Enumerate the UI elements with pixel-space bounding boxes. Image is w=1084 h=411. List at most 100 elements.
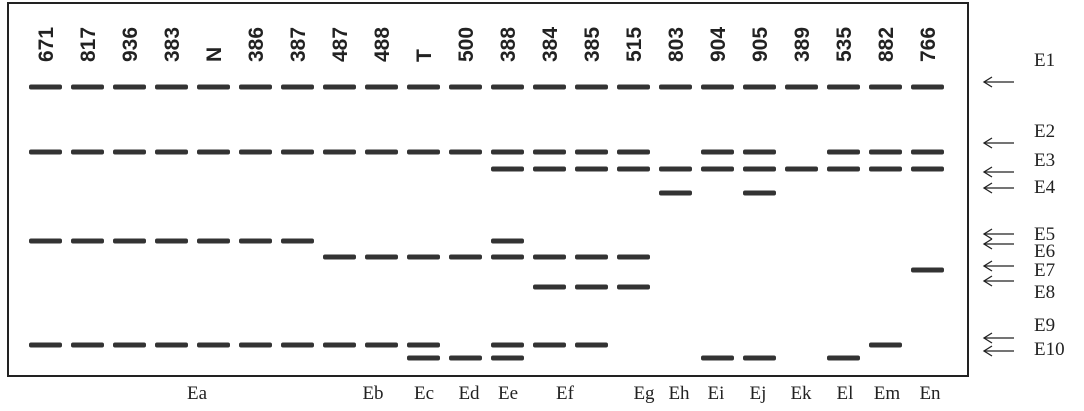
band xyxy=(407,85,440,90)
lane-label: 385 xyxy=(581,27,604,62)
band xyxy=(113,85,146,90)
band xyxy=(281,85,314,90)
band xyxy=(239,85,272,90)
band xyxy=(71,343,104,348)
band xyxy=(617,150,650,155)
group-label: Ej xyxy=(750,383,767,404)
band xyxy=(869,85,902,90)
band xyxy=(155,85,188,90)
band xyxy=(743,150,776,155)
band xyxy=(533,343,566,348)
band xyxy=(491,239,524,244)
band-label: E2 xyxy=(1034,121,1055,142)
band xyxy=(533,167,566,172)
band xyxy=(575,343,608,348)
band xyxy=(491,356,524,361)
group-label: Eh xyxy=(668,383,690,404)
band-label: E7 xyxy=(1034,260,1055,281)
band xyxy=(365,255,398,260)
lane-label: 936 xyxy=(119,27,142,62)
band xyxy=(827,167,860,172)
band xyxy=(575,285,608,290)
band xyxy=(575,167,608,172)
band xyxy=(323,255,356,260)
band xyxy=(491,167,524,172)
group-label: Ei xyxy=(708,383,725,404)
band xyxy=(533,150,566,155)
lane-label: 386 xyxy=(245,27,268,62)
lane-label: 488 xyxy=(371,27,394,62)
band xyxy=(869,150,902,155)
lane-label: N xyxy=(203,47,226,62)
band xyxy=(533,255,566,260)
band xyxy=(365,150,398,155)
band xyxy=(575,85,608,90)
band xyxy=(323,85,356,90)
band xyxy=(617,285,650,290)
band xyxy=(407,150,440,155)
band xyxy=(701,167,734,172)
band xyxy=(491,85,524,90)
group-label: Ek xyxy=(790,383,812,404)
band xyxy=(29,150,62,155)
group-label: Ee xyxy=(498,383,518,404)
band xyxy=(365,85,398,90)
band xyxy=(491,150,524,155)
band xyxy=(869,167,902,172)
band-label: E4 xyxy=(1034,177,1056,198)
band xyxy=(911,268,944,273)
lane-label: 905 xyxy=(749,27,772,62)
lane-label: 803 xyxy=(665,27,688,62)
band xyxy=(71,239,104,244)
lane-label: 389 xyxy=(791,27,814,62)
band xyxy=(365,343,398,348)
gel-figure: 671817936383N386387487488T50038838438551… xyxy=(0,0,1084,411)
group-label: Ec xyxy=(414,383,434,404)
band xyxy=(71,85,104,90)
band xyxy=(827,150,860,155)
band xyxy=(29,343,62,348)
band xyxy=(281,343,314,348)
band xyxy=(743,167,776,172)
band-label: E3 xyxy=(1034,150,1055,171)
band xyxy=(701,85,734,90)
lane-label: T xyxy=(413,49,436,62)
band xyxy=(239,150,272,155)
band xyxy=(71,150,104,155)
band xyxy=(575,255,608,260)
band-label: E1 xyxy=(1034,50,1055,71)
group-label: Eg xyxy=(633,383,655,404)
band-label: E10 xyxy=(1034,339,1065,360)
lane-label: 882 xyxy=(875,27,898,62)
band xyxy=(659,167,692,172)
group-label: Ef xyxy=(556,383,575,404)
band xyxy=(29,85,62,90)
lane-label: 384 xyxy=(539,27,562,62)
band xyxy=(407,343,440,348)
band xyxy=(785,85,818,90)
lane-label: 500 xyxy=(455,27,478,62)
band xyxy=(911,85,944,90)
band xyxy=(113,343,146,348)
band xyxy=(491,255,524,260)
band xyxy=(659,191,692,196)
lane-label: 383 xyxy=(161,27,184,62)
band xyxy=(323,343,356,348)
band xyxy=(911,150,944,155)
band xyxy=(449,255,482,260)
band xyxy=(239,343,272,348)
lane-label: 388 xyxy=(497,27,520,62)
band-label: E6 xyxy=(1034,241,1055,262)
band xyxy=(197,150,230,155)
band xyxy=(323,150,356,155)
lane-label: 671 xyxy=(35,27,58,62)
band xyxy=(533,285,566,290)
lane-label: 387 xyxy=(287,27,310,62)
band xyxy=(533,85,566,90)
band xyxy=(701,150,734,155)
lane-label: 904 xyxy=(707,27,730,62)
band xyxy=(827,356,860,361)
band xyxy=(197,85,230,90)
lane-label: 515 xyxy=(623,27,646,62)
band-label: E9 xyxy=(1034,315,1055,336)
